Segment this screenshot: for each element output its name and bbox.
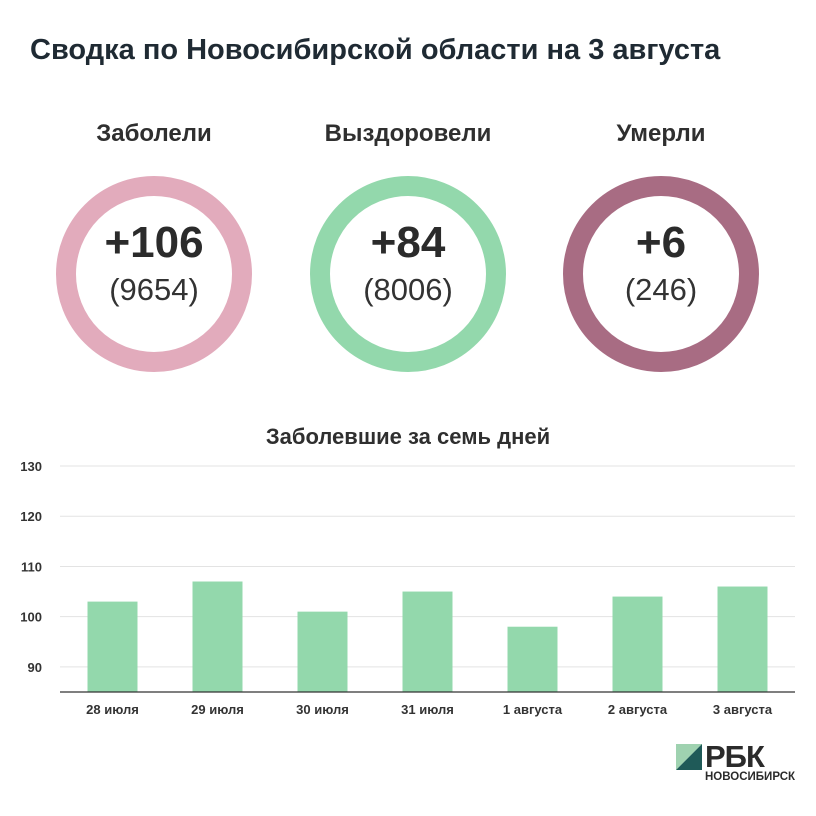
stat-deceased-ring: +6 (246) <box>563 176 759 372</box>
stat-infected-total: (9654) <box>109 272 199 307</box>
x-tick-label: 31 июля <box>401 702 454 717</box>
stat-recovered-total: (8006) <box>363 272 453 307</box>
y-tick-label: 100 <box>20 610 42 625</box>
x-tick-label: 30 июля <box>296 702 349 717</box>
stat-deceased-total: (246) <box>624 272 698 307</box>
stat-deceased: Умерли +6 (246) <box>551 120 771 372</box>
stat-recovered-delta: +84 <box>370 218 446 267</box>
rbc-logo: РБК НОВОСИБИРСК <box>676 739 811 792</box>
x-tick-label: 2 августа <box>608 702 668 717</box>
stat-infected-ring: +106 (9654) <box>56 176 252 372</box>
bar <box>87 601 138 692</box>
bar <box>192 581 243 692</box>
y-tick-label: 110 <box>21 559 42 574</box>
bar <box>612 596 663 692</box>
x-tick-label: 3 августа <box>713 702 773 717</box>
stat-deceased-label: Умерли <box>616 120 706 147</box>
bar <box>717 586 768 692</box>
bar <box>297 611 348 692</box>
page-title: Сводка по Новосибирской области на 3 авг… <box>30 34 721 66</box>
stat-recovered-ring: +84 (8006) <box>310 176 506 372</box>
bar <box>507 626 558 692</box>
bar <box>402 591 453 692</box>
y-tick-label: 120 <box>20 509 42 524</box>
x-tick-label: 29 июля <box>191 702 244 717</box>
bar-chart: 90 100 110 120 130 28 июля 29 июля 30 июля 31 ию… <box>20 459 795 717</box>
chart-title: Заболевшие за семь дней <box>265 424 551 449</box>
stat-recovered: Выздоровели +84 (8006) <box>298 120 518 372</box>
rbc-logo-name: РБК <box>705 739 765 774</box>
stat-infected-delta: +106 <box>104 218 204 267</box>
rbc-logo-city: НОВОСИБИРСК <box>705 771 796 783</box>
stat-infected-label: Заболели <box>96 120 212 147</box>
x-tick-label: 1 августа <box>503 702 563 717</box>
x-tick-label: 28 июля <box>86 702 139 717</box>
rbc-logo-mark-icon <box>676 744 702 770</box>
stat-deceased-delta: +6 <box>635 218 687 267</box>
stat-infected: Заболели +106 (9654) <box>44 120 264 372</box>
y-tick-label: 130 <box>20 459 42 474</box>
stat-recovered-label: Выздоровели <box>324 120 492 147</box>
y-tick-label: 90 <box>28 660 42 675</box>
